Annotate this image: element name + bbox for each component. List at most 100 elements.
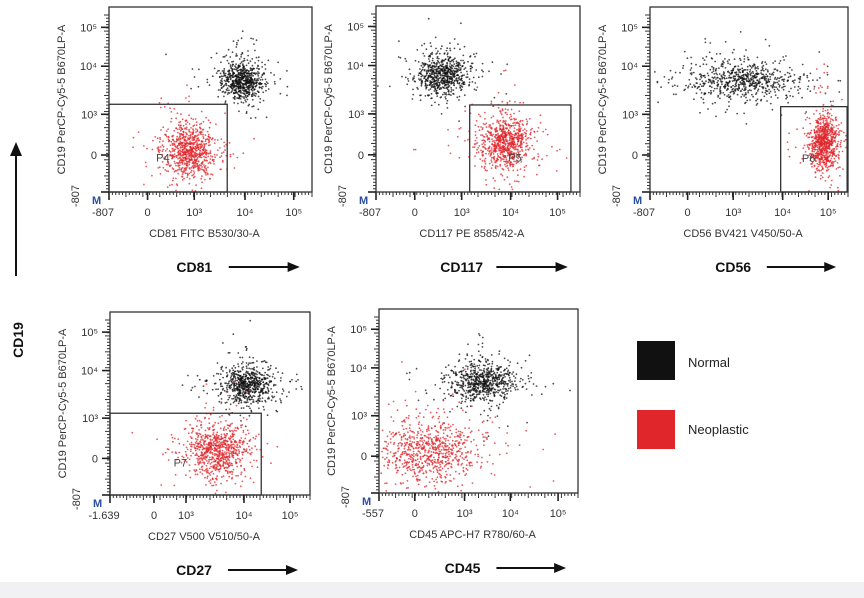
point-normal bbox=[739, 90, 742, 92]
point-normal bbox=[745, 123, 748, 125]
point-neoplastic bbox=[804, 112, 807, 115]
point-normal bbox=[258, 394, 261, 397]
point-normal bbox=[705, 55, 708, 58]
point-neoplastic bbox=[815, 68, 818, 70]
point-normal bbox=[458, 82, 461, 84]
point-normal bbox=[235, 69, 238, 71]
point-neoplastic bbox=[176, 128, 179, 131]
point-normal bbox=[233, 400, 236, 403]
point-neoplastic bbox=[503, 128, 505, 131]
point-normal bbox=[444, 58, 447, 61]
point-normal bbox=[280, 401, 282, 404]
point-neoplastic bbox=[185, 97, 187, 99]
point-neoplastic bbox=[825, 126, 828, 129]
point-neoplastic bbox=[180, 167, 183, 170]
point-normal bbox=[196, 374, 199, 377]
point-neoplastic bbox=[188, 114, 191, 117]
point-neoplastic bbox=[826, 132, 829, 135]
point-normal bbox=[247, 54, 250, 57]
point-normal bbox=[457, 43, 459, 45]
point-normal bbox=[792, 95, 794, 98]
point-normal bbox=[816, 79, 819, 81]
point-normal bbox=[193, 76, 196, 78]
point-neoplastic bbox=[826, 121, 828, 124]
point-neoplastic bbox=[519, 120, 521, 123]
point-neoplastic bbox=[492, 177, 495, 180]
point-neoplastic bbox=[813, 146, 816, 149]
point-normal bbox=[212, 375, 215, 377]
point-normal bbox=[218, 378, 221, 381]
point-normal bbox=[789, 75, 792, 78]
point-neoplastic bbox=[207, 141, 210, 144]
point-neoplastic bbox=[517, 174, 519, 177]
point-neoplastic bbox=[817, 165, 820, 168]
point-normal bbox=[788, 72, 791, 75]
point-normal bbox=[442, 79, 444, 82]
point-neoplastic bbox=[181, 175, 183, 178]
point-normal bbox=[240, 70, 242, 73]
point-neoplastic bbox=[485, 179, 487, 181]
point-normal bbox=[446, 107, 449, 109]
point-neoplastic bbox=[185, 126, 188, 129]
point-normal bbox=[243, 76, 246, 79]
point-normal bbox=[291, 378, 293, 381]
point-neoplastic bbox=[823, 140, 826, 143]
point-neoplastic bbox=[829, 120, 832, 123]
point-neoplastic bbox=[816, 146, 819, 149]
point-neoplastic bbox=[840, 139, 843, 142]
point-normal bbox=[258, 77, 260, 80]
point-neoplastic bbox=[475, 142, 477, 145]
point-neoplastic bbox=[177, 147, 180, 150]
point-neoplastic bbox=[508, 117, 511, 119]
point-neoplastic bbox=[821, 156, 823, 159]
point-normal bbox=[446, 79, 448, 82]
point-neoplastic bbox=[170, 154, 173, 157]
point-normal bbox=[746, 99, 749, 102]
point-neoplastic bbox=[204, 156, 207, 159]
point-normal bbox=[238, 58, 241, 60]
point-neoplastic bbox=[811, 140, 814, 143]
point-normal bbox=[258, 86, 261, 89]
point-neoplastic bbox=[829, 122, 831, 125]
point-neoplastic bbox=[198, 143, 201, 146]
point-neoplastic bbox=[516, 128, 518, 131]
point-neoplastic bbox=[179, 120, 182, 123]
point-normal bbox=[224, 91, 227, 94]
point-normal bbox=[459, 64, 462, 67]
point-normal bbox=[401, 75, 403, 78]
point-neoplastic bbox=[159, 149, 161, 152]
point-normal bbox=[232, 40, 235, 43]
point-normal bbox=[257, 64, 259, 67]
point-neoplastic bbox=[199, 127, 202, 129]
point-normal bbox=[778, 86, 781, 88]
point-normal bbox=[474, 82, 477, 84]
point-neoplastic bbox=[830, 161, 833, 164]
point-normal bbox=[429, 72, 431, 75]
point-normal bbox=[258, 400, 260, 402]
point-normal bbox=[758, 78, 761, 80]
point-neoplastic bbox=[232, 153, 235, 155]
point-neoplastic bbox=[242, 152, 245, 155]
point-normal bbox=[727, 62, 729, 65]
point-neoplastic bbox=[523, 175, 525, 178]
point-normal bbox=[757, 88, 760, 91]
point-neoplastic bbox=[492, 115, 495, 117]
point-normal bbox=[445, 93, 448, 96]
point-neoplastic bbox=[512, 122, 515, 125]
point-neoplastic bbox=[209, 152, 212, 155]
point-neoplastic bbox=[192, 167, 195, 169]
point-normal bbox=[761, 91, 764, 94]
point-neoplastic bbox=[518, 125, 521, 128]
point-neoplastic bbox=[818, 133, 821, 136]
point-normal bbox=[422, 66, 424, 69]
point-normal bbox=[768, 88, 770, 91]
point-neoplastic bbox=[200, 187, 203, 190]
point-normal bbox=[703, 92, 706, 94]
point-neoplastic bbox=[808, 117, 811, 120]
point-normal bbox=[258, 72, 260, 75]
point-neoplastic bbox=[467, 139, 469, 141]
point-normal bbox=[428, 55, 431, 57]
point-normal bbox=[707, 74, 710, 77]
point-neoplastic bbox=[829, 186, 831, 189]
